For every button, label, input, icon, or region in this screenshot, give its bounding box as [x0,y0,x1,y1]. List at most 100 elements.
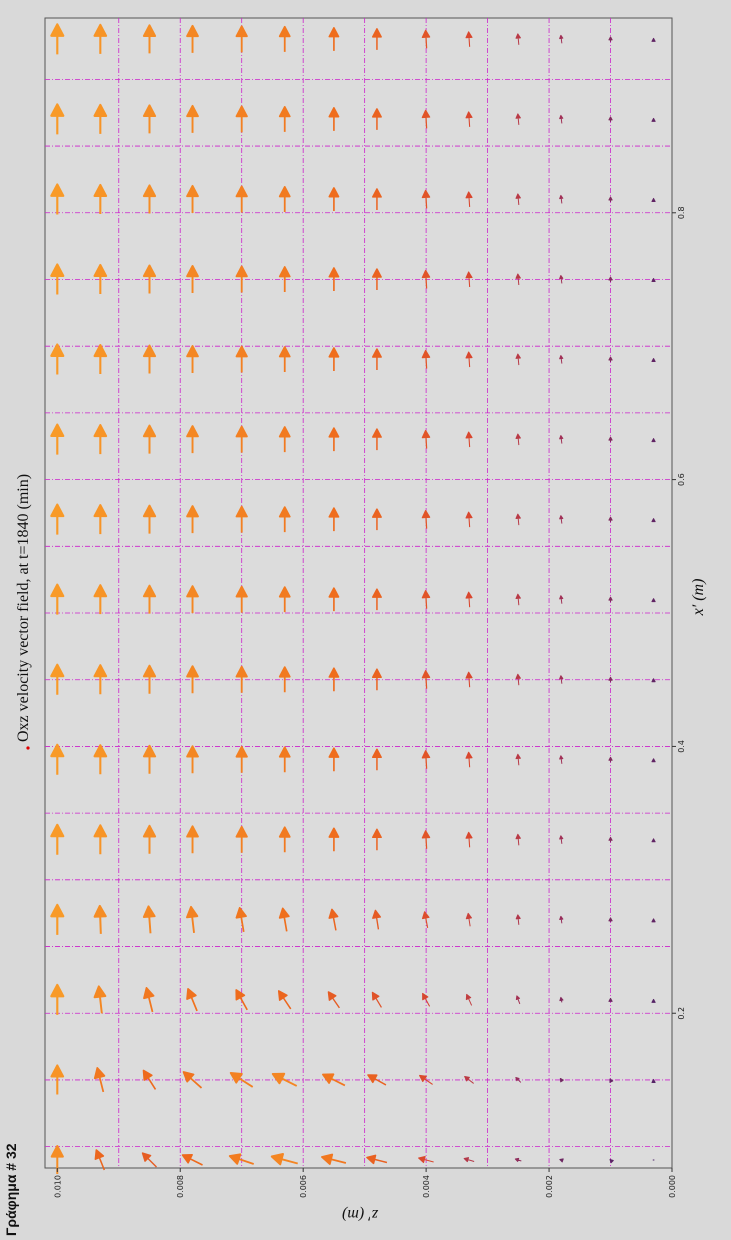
vector-arrow [235,265,248,293]
vector-arrow [93,584,108,615]
vector-arrow [559,595,564,604]
vector-arrow [465,591,473,608]
y-tick-label: 0.004 [422,1175,431,1198]
vector-arrow [371,588,382,611]
vector-arrow [651,277,656,282]
vector-arrow [270,1152,298,1166]
vector-arrow [608,36,613,42]
vector-arrow [608,436,613,443]
vector-arrow [421,109,431,129]
vector-arrow [515,753,521,766]
vector-arrow [608,676,613,683]
y-axis-label: z′ (m) [342,1206,379,1223]
vector-arrow [278,426,291,453]
vector-arrow [465,351,473,368]
vector-arrow [651,918,656,923]
vector-arrow [559,915,564,924]
vector-arrow [371,28,382,50]
vector-arrow [559,835,564,844]
vector-arrow [50,983,65,1015]
vector-arrow [421,911,430,928]
vector-arrow [608,276,613,282]
vector-arrow [514,1157,522,1162]
vector-arrow [278,907,290,932]
vector-arrow [421,429,431,449]
y-tick-label: 0.006 [299,1175,308,1198]
vector-arrow [235,989,248,1011]
vector-arrow [651,838,656,843]
vector-arrow [421,590,431,609]
vector-arrow [421,750,431,769]
vector-arrow [651,998,656,1003]
vector-arrow [94,1149,106,1171]
vector-arrow [328,587,340,612]
y-tick-label: 0.002 [545,1175,554,1198]
vector-arrow [50,263,65,295]
vector-arrow [235,345,248,373]
x-axis-label: x′ (m) [690,579,707,617]
chart-title: Oxz velocity vector field, at t=1840 (mi… [15,474,32,742]
x-tick-label: 0.2 [677,1007,686,1020]
vector-arrow [142,264,157,294]
vector-arrow [93,263,108,294]
vector-arrow [371,108,382,130]
vector-arrow [515,833,521,846]
vector-arrow [142,744,157,774]
vector-arrow [142,664,157,694]
vector-arrow [186,905,199,933]
figure-label: Γράφημα # 32 [3,1143,19,1236]
vector-arrow [328,827,340,852]
vector-arrow [328,427,340,452]
vector-arrow [328,908,339,931]
vector-arrow [142,104,157,134]
vector-arrow [371,991,382,1008]
vector-arrow [93,904,107,934]
vector-arrow [651,678,656,683]
vector-arrow [181,1154,203,1166]
vector-arrow [142,824,157,854]
vector-arrow [515,673,521,686]
vector-arrow [465,431,473,448]
vector-arrow [608,196,613,202]
vector-arrow [421,670,431,689]
vector-arrow [371,508,382,531]
vector-arrow [278,266,291,292]
vector-arrow [277,990,292,1010]
vector-arrow [651,598,656,603]
vector-arrow [50,823,65,855]
vector-arrow [278,25,291,52]
vector-arrow [608,836,613,843]
vector-arrow [93,343,108,375]
vector-arrow [278,186,291,212]
vector-arrow [559,675,564,684]
vector-arrow [371,748,382,771]
y-tick-label: 0.000 [668,1175,677,1198]
vector-arrow [142,424,157,454]
vector-arrow [421,29,431,49]
vector-arrow [186,24,199,53]
vector-arrow [93,424,108,455]
vector-arrow [608,997,613,1002]
vector-arrow [50,23,65,55]
vector-arrow [186,265,199,293]
vector-arrow [559,355,564,364]
vector-arrow [235,105,248,133]
vector-arrow [235,185,248,213]
vector-arrow [465,191,473,207]
vector-arrow [93,103,108,134]
vector-arrow [515,273,521,286]
ticks: 0.2 0.4 0.6 0.8 0.000 0.002 0.004 0.006 0.008 0.0… [53,206,686,1197]
vector-arrow [371,428,382,451]
vector-arrow [609,1078,614,1083]
vector-arrow [465,912,473,927]
vector-arrow [141,1152,157,1168]
vector-arrow [371,188,382,210]
vector-arrow [93,183,108,214]
vector-arrow [465,31,473,47]
vector-arrow [515,193,521,205]
vector-arrow [142,184,157,214]
vector-arrow [50,903,65,935]
vector-arrow [559,1077,564,1083]
vector-arrow [651,197,656,202]
vector-arrow [235,585,248,613]
